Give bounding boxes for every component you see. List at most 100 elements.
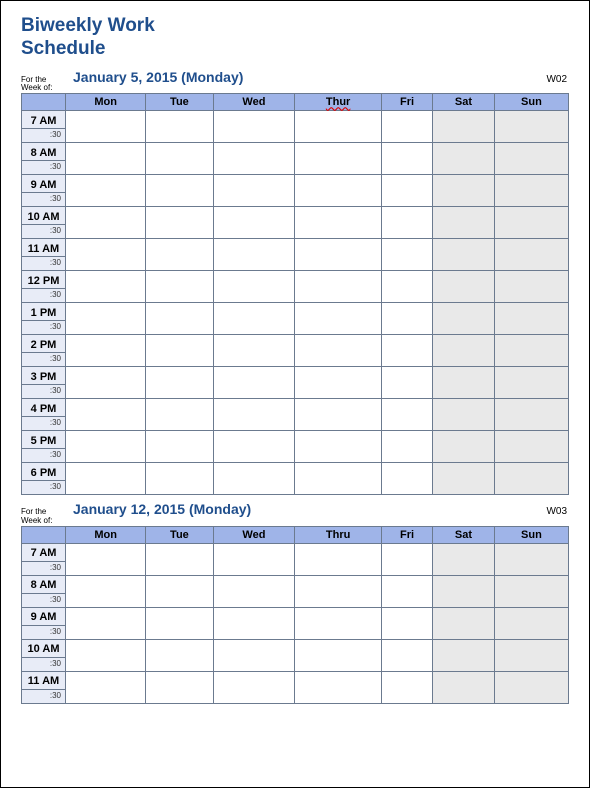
schedule-cell[interactable] [381, 463, 432, 495]
schedule-cell[interactable] [494, 639, 568, 671]
schedule-cell[interactable] [494, 239, 568, 271]
schedule-cell[interactable] [66, 399, 146, 431]
schedule-cell[interactable] [146, 335, 213, 367]
schedule-cell[interactable] [494, 543, 568, 575]
schedule-cell[interactable] [213, 399, 295, 431]
schedule-cell[interactable] [146, 111, 213, 143]
schedule-cell[interactable] [494, 431, 568, 463]
schedule-cell[interactable] [146, 431, 213, 463]
schedule-cell[interactable] [494, 607, 568, 639]
schedule-cell[interactable] [494, 207, 568, 239]
schedule-cell[interactable] [494, 111, 568, 143]
schedule-cell[interactable] [146, 399, 213, 431]
schedule-cell[interactable] [295, 271, 382, 303]
schedule-cell[interactable] [381, 111, 432, 143]
schedule-cell[interactable] [66, 175, 146, 207]
schedule-cell[interactable] [433, 271, 495, 303]
schedule-cell[interactable] [213, 239, 295, 271]
schedule-cell[interactable] [295, 543, 382, 575]
schedule-cell[interactable] [66, 335, 146, 367]
schedule-cell[interactable] [146, 607, 213, 639]
schedule-cell[interactable] [66, 111, 146, 143]
schedule-cell[interactable] [295, 143, 382, 175]
schedule-cell[interactable] [146, 271, 213, 303]
schedule-cell[interactable] [146, 671, 213, 703]
schedule-cell[interactable] [66, 671, 146, 703]
schedule-cell[interactable] [494, 671, 568, 703]
schedule-cell[interactable] [381, 335, 432, 367]
schedule-cell[interactable] [433, 175, 495, 207]
schedule-cell[interactable] [66, 463, 146, 495]
schedule-cell[interactable] [66, 607, 146, 639]
schedule-cell[interactable] [146, 239, 213, 271]
schedule-cell[interactable] [66, 143, 146, 175]
schedule-cell[interactable] [381, 143, 432, 175]
schedule-cell[interactable] [66, 271, 146, 303]
schedule-cell[interactable] [66, 431, 146, 463]
schedule-cell[interactable] [381, 399, 432, 431]
schedule-cell[interactable] [146, 143, 213, 175]
schedule-cell[interactable] [494, 575, 568, 607]
schedule-cell[interactable] [213, 463, 295, 495]
schedule-cell[interactable] [295, 335, 382, 367]
schedule-cell[interactable] [494, 143, 568, 175]
schedule-cell[interactable] [295, 239, 382, 271]
schedule-cell[interactable] [146, 367, 213, 399]
schedule-cell[interactable] [433, 431, 495, 463]
schedule-cell[interactable] [213, 671, 295, 703]
schedule-cell[interactable] [494, 335, 568, 367]
schedule-cell[interactable] [213, 303, 295, 335]
schedule-cell[interactable] [295, 399, 382, 431]
schedule-cell[interactable] [66, 367, 146, 399]
schedule-cell[interactable] [295, 111, 382, 143]
schedule-cell[interactable] [494, 367, 568, 399]
schedule-cell[interactable] [295, 303, 382, 335]
schedule-cell[interactable] [433, 207, 495, 239]
schedule-cell[interactable] [381, 543, 432, 575]
schedule-cell[interactable] [295, 575, 382, 607]
schedule-cell[interactable] [494, 271, 568, 303]
schedule-cell[interactable] [146, 639, 213, 671]
schedule-cell[interactable] [494, 175, 568, 207]
schedule-cell[interactable] [433, 303, 495, 335]
schedule-cell[interactable] [381, 575, 432, 607]
schedule-cell[interactable] [213, 111, 295, 143]
schedule-cell[interactable] [381, 607, 432, 639]
schedule-cell[interactable] [433, 239, 495, 271]
schedule-cell[interactable] [66, 575, 146, 607]
schedule-cell[interactable] [295, 463, 382, 495]
schedule-cell[interactable] [66, 543, 146, 575]
schedule-cell[interactable] [66, 303, 146, 335]
schedule-cell[interactable] [433, 463, 495, 495]
schedule-cell[interactable] [66, 639, 146, 671]
schedule-cell[interactable] [213, 431, 295, 463]
schedule-cell[interactable] [433, 367, 495, 399]
schedule-cell[interactable] [295, 639, 382, 671]
schedule-cell[interactable] [433, 543, 495, 575]
schedule-cell[interactable] [381, 367, 432, 399]
schedule-cell[interactable] [381, 639, 432, 671]
schedule-cell[interactable] [433, 639, 495, 671]
schedule-cell[interactable] [66, 239, 146, 271]
schedule-cell[interactable] [295, 671, 382, 703]
schedule-cell[interactable] [381, 303, 432, 335]
schedule-cell[interactable] [213, 639, 295, 671]
schedule-cell[interactable] [433, 575, 495, 607]
schedule-cell[interactable] [146, 463, 213, 495]
schedule-cell[interactable] [146, 303, 213, 335]
schedule-cell[interactable] [295, 607, 382, 639]
schedule-cell[interactable] [295, 431, 382, 463]
schedule-cell[interactable] [381, 239, 432, 271]
schedule-cell[interactable] [213, 271, 295, 303]
schedule-cell[interactable] [433, 671, 495, 703]
schedule-cell[interactable] [295, 175, 382, 207]
schedule-cell[interactable] [494, 303, 568, 335]
schedule-cell[interactable] [213, 143, 295, 175]
schedule-cell[interactable] [433, 399, 495, 431]
schedule-cell[interactable] [213, 335, 295, 367]
schedule-cell[interactable] [146, 207, 213, 239]
schedule-cell[interactable] [146, 175, 213, 207]
schedule-cell[interactable] [381, 431, 432, 463]
schedule-cell[interactable] [66, 207, 146, 239]
schedule-cell[interactable] [213, 207, 295, 239]
